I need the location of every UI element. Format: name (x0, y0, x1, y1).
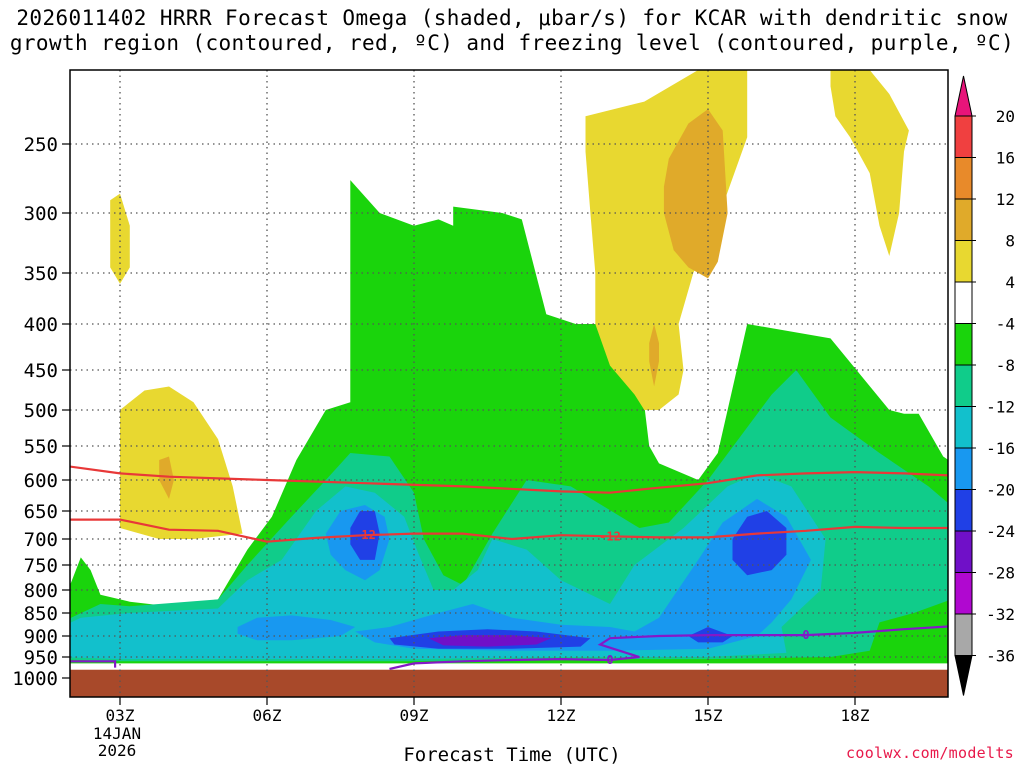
y-tick-label-500: 500 (24, 400, 58, 422)
colorbar-top-arrow (954, 75, 973, 117)
y-tick-label-900: 900 (24, 626, 58, 648)
colorbar-label-10: -24 (986, 522, 1015, 541)
colorbar-box-6 (954, 323, 973, 366)
omega-region-14 (732, 511, 787, 576)
colorbar-box-1 (954, 115, 973, 158)
contour-0 (70, 518, 948, 543)
y-tick-label-1000: 1000 (12, 668, 58, 690)
ground-below-surface (70, 669, 948, 697)
x-date-label-0: 14JAN (93, 724, 141, 743)
colorbar-label-2: 12 (996, 190, 1015, 209)
colorbar-box-10 (954, 489, 973, 532)
omega-region-2 (830, 70, 909, 256)
colorbar-label-11: -28 (986, 564, 1015, 583)
omega-region-5 (663, 109, 728, 279)
y-tick-label-450: 450 (24, 360, 58, 382)
contour-3 (389, 625, 948, 670)
y-tick-label-400: 400 (24, 314, 58, 336)
ground-layer (70, 669, 948, 697)
colorbar-box-11 (954, 530, 973, 573)
omega-region-3 (110, 193, 130, 284)
omega-region-12 (355, 498, 811, 651)
colorbar-box-4 (954, 240, 973, 283)
chart-title: 2026011402 HRRR Forecast Omega (shaded, … (0, 6, 1024, 56)
contour-label-0-1: -12 (599, 529, 621, 543)
x-tick-label-12Z: 12Z (547, 706, 576, 725)
omega-region-6 (649, 324, 659, 387)
y-axis: 2503003504004505005506006507007508008509… (12, 134, 70, 690)
omega-region-1 (585, 70, 748, 410)
colorbar-box-2 (954, 157, 973, 200)
y-tick-label-850: 850 (24, 603, 58, 625)
colorbar-label-12: -32 (986, 605, 1015, 624)
colorbar-label-0: 20 (996, 107, 1015, 126)
y-tick-label-750: 750 (24, 555, 58, 577)
colorbar-box-12 (954, 572, 973, 615)
y-tick-label-250: 250 (24, 134, 58, 156)
contour-label-0-0: -12 (354, 528, 376, 542)
credit-text: coolwx.com/modelts (846, 744, 1014, 762)
x-tick-label-09Z: 09Z (400, 706, 429, 725)
y-tick-label-300: 300 (24, 203, 58, 225)
x-tick-label-15Z: 15Z (694, 706, 723, 725)
plot-frame (69, 69, 949, 698)
colorbar-label-4: 4 (1005, 273, 1015, 292)
colorbar-box-3 (954, 198, 973, 241)
colorbar-label-9: -20 (986, 481, 1015, 500)
colorbar-box-7 (954, 364, 973, 407)
y-tick-label-350: 350 (24, 263, 58, 285)
chart-title-line1: 2026011402 HRRR Forecast Omega (shaded, … (16, 6, 1008, 30)
y-tick-label-650: 650 (24, 501, 58, 523)
omega-region-4 (120, 386, 243, 539)
y-tick-label-550: 550 (24, 436, 58, 458)
colorbar-label-6: -8 (996, 356, 1015, 375)
colorbar: 20 16 12 8 4 -4 -8 -12 -16 -20 -24 -28 -32 -36 (954, 75, 1015, 696)
colorbar-label-13: -36 (986, 647, 1015, 666)
colorbar-bottom-arrow (954, 655, 973, 696)
omega-region-10 (237, 615, 356, 641)
colorbar-box-9 (954, 447, 973, 490)
x-tick-label-03Z: 03Z (106, 706, 135, 725)
x-tick-label-06Z: 06Z (253, 706, 282, 725)
colorbar-label-3: 8 (1005, 232, 1015, 251)
colorbar-box-8 (954, 406, 973, 449)
x-axis-title: Forecast Time (UTC) (403, 744, 621, 766)
chart-title-line2: growth region (contoured, red, ºC) and f… (9, 31, 1015, 55)
colorbar-label-1: 16 (996, 149, 1015, 168)
contour-2 (70, 660, 117, 668)
colorbar-label-7: -12 (986, 398, 1015, 417)
omega-region-17 (428, 635, 552, 647)
x-date-label-1: 2026 (98, 741, 137, 760)
colorbar-label-5: -4 (996, 315, 1015, 334)
shaded-omega-regions (70, 70, 948, 664)
y-tick-label-800: 800 (24, 580, 58, 602)
grid-lines (70, 70, 948, 697)
y-tick-label-950: 950 (24, 647, 58, 669)
colorbar-box-5 (954, 281, 973, 324)
y-tick-label-700: 700 (24, 529, 58, 551)
y-tick-label-600: 600 (24, 470, 58, 492)
colorbar-label-8: -16 (986, 439, 1015, 458)
omega-region-7 (159, 456, 174, 499)
contour-1 (70, 465, 948, 494)
x-tick-label-18Z: 18Z (841, 706, 870, 725)
colorbar-box-13 (954, 613, 973, 656)
